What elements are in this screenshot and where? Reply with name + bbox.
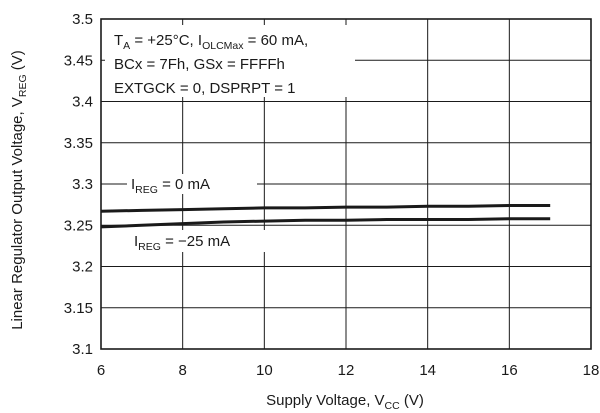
series-line-1 <box>100 217 551 229</box>
y-tick-labels: 3.1 3.15 3.2 3.25 3.3 3.35 3.4 3.45 3.5 <box>64 11 93 358</box>
y-tick-label: 3.5 <box>72 11 93 28</box>
x-tick-label: 16 <box>501 362 518 379</box>
conditions-box: TA = +25°C, IOLCMax = 60 mA, BCx = 7Fh, … <box>105 25 355 97</box>
series-line-0 <box>100 204 551 213</box>
x-tick-label: 14 <box>419 362 436 379</box>
plot-frame <box>100 18 592 350</box>
x-axis-label: Supply Voltage, VCC (V) <box>266 392 424 412</box>
x-tick-labels: 6 8 10 12 14 16 18 <box>97 362 600 379</box>
x-tick-label: 10 <box>256 362 273 379</box>
x-tick-label: 12 <box>338 362 355 379</box>
y-tick-label: 3.4 <box>72 94 93 111</box>
conditions-line-2: BCx = 7Fh, GSx = FFFFh <box>114 56 285 73</box>
y-tick-label: 3.25 <box>64 217 93 234</box>
y-tick-label: 3.3 <box>72 176 93 193</box>
y-tick-label: 3.45 <box>64 52 93 69</box>
conditions-line-1: TA = +25°C, IOLCMax = 60 mA, <box>114 32 308 52</box>
series-label-ireg-0ma: IREG = 0 mA <box>131 176 210 196</box>
y-tick-label: 3.15 <box>64 300 93 317</box>
x-tick-label: 18 <box>583 362 600 379</box>
y-axis-label: Linear Regulator Output Voltage, VREG (V… <box>9 50 29 330</box>
series-label-ireg-minus25ma: IREG = −25 mA <box>134 233 230 253</box>
y-tick-label: 3.35 <box>64 135 93 152</box>
x-tick-label: 8 <box>178 362 186 379</box>
series-lines <box>100 204 551 229</box>
conditions-line-3: EXTGCK = 0, DSPRPT = 1 <box>114 80 295 97</box>
y-tick-label: 3.1 <box>72 341 93 358</box>
y-tick-label: 3.2 <box>72 259 93 276</box>
x-tick-label: 6 <box>97 362 105 379</box>
